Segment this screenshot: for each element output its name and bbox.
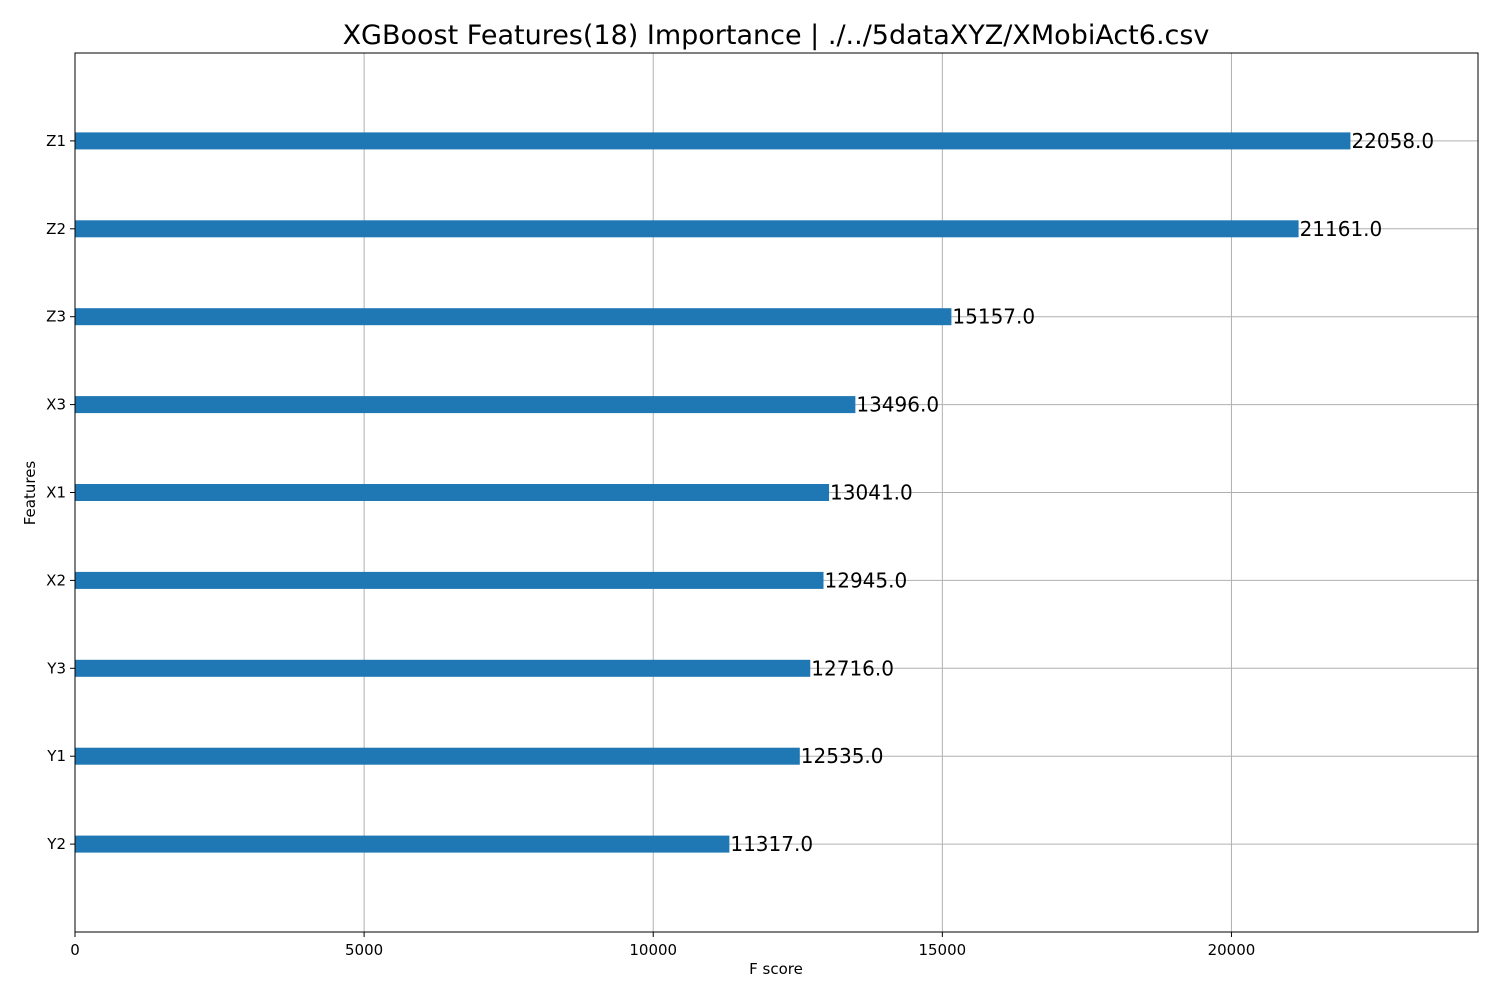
bar-z3: [75, 308, 952, 326]
x-tick-label: 20000: [1208, 941, 1256, 959]
data-label-y1: 12535.0: [801, 744, 884, 768]
bar-x3: [75, 396, 856, 414]
y-tick-label-x3: X3: [46, 396, 66, 414]
y-tick-label-x2: X2: [46, 571, 66, 589]
bar-y2: [75, 835, 730, 853]
bar-x2: [75, 571, 824, 589]
y-tick-label-z2: Z2: [46, 220, 66, 238]
data-labels-layer: 11317.0 12535.0 12716.0 12945.0 13041.0 13496…: [730, 129, 1434, 856]
y-tick-label-z3: Z3: [46, 308, 66, 326]
y-tick-label-y3: Y3: [46, 659, 66, 677]
y-axis-label: Features: [21, 461, 39, 526]
y-tick-label-y2: Y2: [46, 835, 66, 853]
x-tick-label: 5000: [345, 941, 383, 959]
y-tick-label-x1: X1: [46, 484, 66, 502]
data-label-x3: 13496.0: [856, 393, 939, 417]
y-tick-label-y1: Y1: [46, 747, 66, 765]
data-label-z2: 21161.0: [1300, 217, 1383, 241]
x-tick-label: 15000: [918, 941, 966, 959]
x-axis-label: F score: [749, 960, 803, 978]
bar-x1: [75, 484, 830, 501]
data-label-x2: 12945.0: [825, 568, 908, 592]
data-label-z1: 22058.0: [1351, 129, 1434, 153]
data-label-x1: 13041.0: [830, 481, 913, 505]
chart-title: XGBoost Features(18) Importance | ./../5…: [343, 20, 1210, 51]
x-tick-label: 10000: [629, 941, 677, 959]
bar-y1: [75, 747, 800, 765]
data-label-y3: 12716.0: [811, 656, 894, 680]
bar-y3: [75, 659, 811, 677]
x-tick-label: 0: [70, 941, 80, 959]
data-label-y2: 11317.0: [730, 832, 813, 856]
y-tick-label-z1: Z1: [46, 132, 66, 150]
data-label-z3: 15157.0: [952, 305, 1035, 329]
bar-z1: [75, 132, 1351, 150]
bars-layer: [75, 132, 1351, 853]
bar-z2: [75, 220, 1299, 238]
ticks-layer: 0 5000 10000 15000 20000 Y2 Y1 Y3 X2 X1 X3 Z3 Z2 Z1: [46, 132, 1255, 959]
